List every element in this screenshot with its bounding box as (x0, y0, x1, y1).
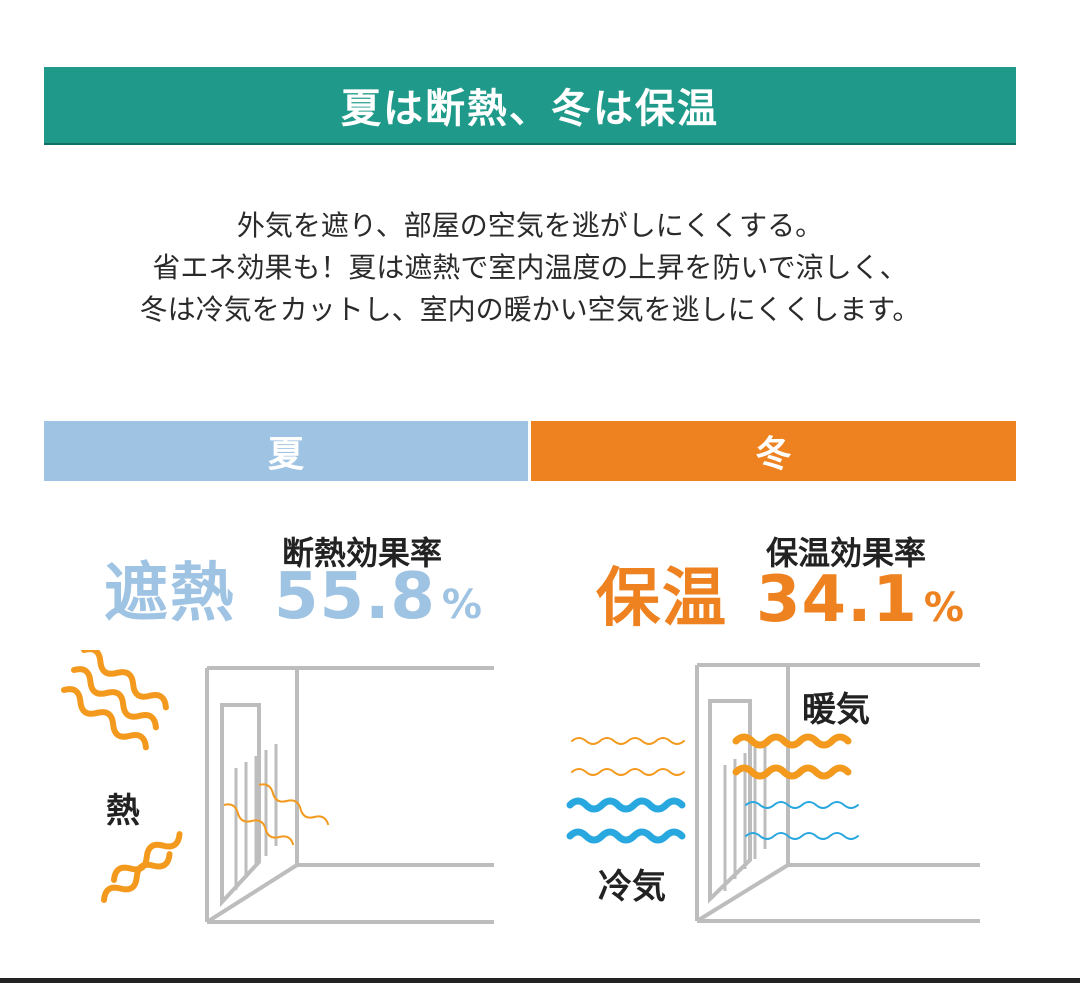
banner-title: 夏は断熱、冬は保温 (341, 86, 719, 132)
title-banner: 夏は断熱、冬は保温 (44, 67, 1016, 145)
winter-diagram (566, 663, 980, 923)
summer-header-label: 夏 (267, 434, 304, 475)
window-frame-icon (695, 663, 980, 923)
intro-text: 外気を遮り、部屋の空気を逃がしにくくする。 省エネ効果も！夏は遮熱で室内温度の上… (44, 205, 1016, 331)
winter-rate-unit: % (923, 585, 965, 631)
intro-line: 省エネ効果も！夏は遮熱で室内温度の上昇を防いで涼しく、 (152, 251, 908, 284)
summer-big-label: 遮熱 (104, 557, 236, 631)
summer-rate-unit: % (441, 582, 483, 628)
heat-wave-icon (60, 650, 183, 903)
cold-air-label: 冷気 (598, 867, 666, 907)
heat-wave-icon (571, 733, 852, 780)
winter-big-label: 保温 (596, 562, 728, 636)
warm-air-label: 暖気 (802, 690, 870, 730)
bottom-divider (0, 978, 1080, 983)
summer-diagram (60, 650, 494, 924)
winter-rate-number: 34.1 (756, 563, 918, 637)
summer-rate-number: 55.8 (274, 560, 436, 634)
intro-line: 外気を遮り、部屋の空気を逃がしにくくする。 (236, 209, 824, 242)
summer-header: 夏 (44, 421, 528, 481)
heat-wave-icon (223, 783, 330, 846)
window-frame-icon (205, 666, 494, 924)
heat-label: 熱 (106, 791, 140, 831)
winter-rate-title: 保温効果率 (766, 534, 927, 572)
cold-wave-icon (566, 797, 859, 844)
summer-rate-value: 55.8% (274, 560, 483, 634)
summer-rate-title: 断熱効果率 (282, 534, 443, 572)
intro-line: 冬は冷気をカットし、室内の暖かい空気を逃しにくくします。 (139, 293, 921, 326)
winter-header-label: 冬 (755, 434, 792, 475)
winter-header: 冬 (531, 421, 1016, 481)
winter-rate-value: 34.1% (756, 563, 965, 637)
